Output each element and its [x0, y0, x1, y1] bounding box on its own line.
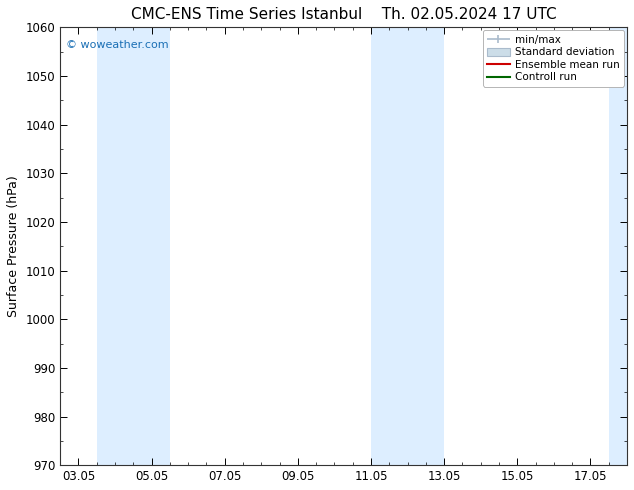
Y-axis label: Surface Pressure (hPa): Surface Pressure (hPa): [7, 175, 20, 317]
Bar: [97, 27, 170, 465]
Bar: [609, 27, 627, 465]
Bar: [371, 27, 444, 465]
Text: © woweather.com: © woweather.com: [66, 40, 169, 50]
Legend: min/max, Standard deviation, Ensemble mean run, Controll run: min/max, Standard deviation, Ensemble me…: [482, 30, 624, 87]
Title: CMC-ENS Time Series Istanbul    Th. 02.05.2024 17 UTC: CMC-ENS Time Series Istanbul Th. 02.05.2…: [131, 7, 557, 22]
